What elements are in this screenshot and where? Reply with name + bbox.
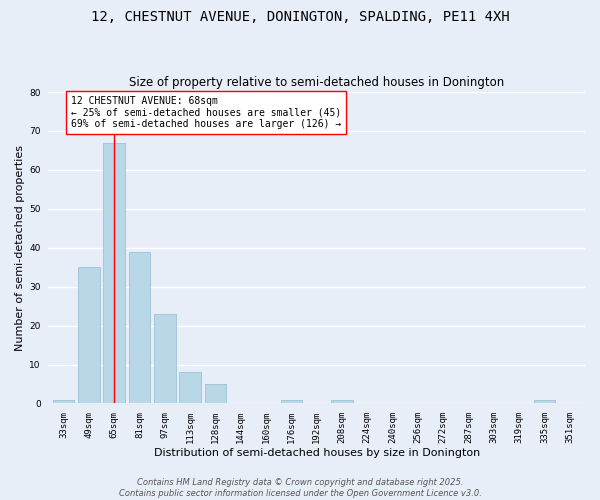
Text: 12 CHESTNUT AVENUE: 68sqm
← 25% of semi-detached houses are smaller (45)
69% of : 12 CHESTNUT AVENUE: 68sqm ← 25% of semi-…: [71, 96, 341, 129]
Bar: [205, 384, 226, 404]
Bar: [128, 252, 150, 404]
Bar: [53, 400, 74, 404]
Bar: [331, 400, 353, 404]
Bar: [154, 314, 176, 404]
Bar: [78, 267, 100, 404]
Bar: [103, 142, 125, 404]
Text: 12, CHESTNUT AVENUE, DONINGTON, SPALDING, PE11 4XH: 12, CHESTNUT AVENUE, DONINGTON, SPALDING…: [91, 10, 509, 24]
Title: Size of property relative to semi-detached houses in Donington: Size of property relative to semi-detach…: [129, 76, 504, 90]
Bar: [179, 372, 201, 404]
Y-axis label: Number of semi-detached properties: Number of semi-detached properties: [15, 144, 25, 350]
Text: Contains HM Land Registry data © Crown copyright and database right 2025.
Contai: Contains HM Land Registry data © Crown c…: [119, 478, 481, 498]
Bar: [281, 400, 302, 404]
X-axis label: Distribution of semi-detached houses by size in Donington: Distribution of semi-detached houses by …: [154, 448, 480, 458]
Bar: [534, 400, 555, 404]
